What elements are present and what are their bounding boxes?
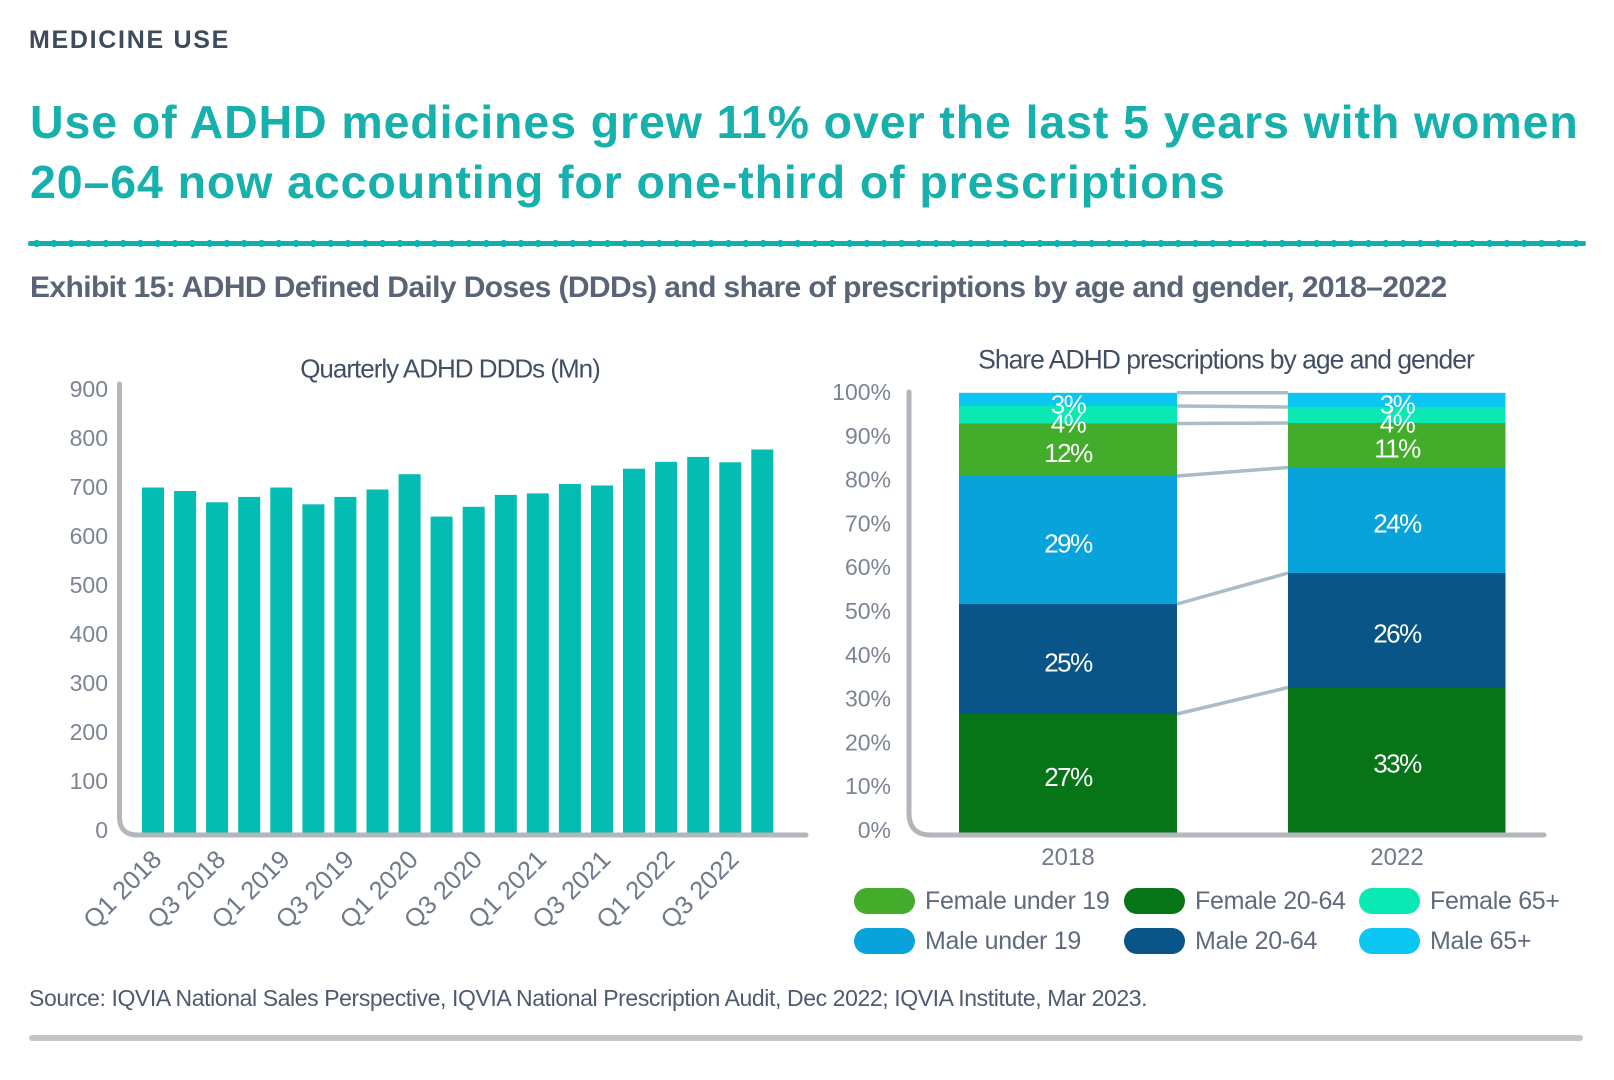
- svg-text:3%: 3%: [1380, 390, 1416, 420]
- svg-text:90%: 90%: [845, 423, 891, 449]
- svg-text:Male under 19: Male under 19: [925, 927, 1081, 955]
- svg-text:700: 700: [70, 474, 108, 500]
- svg-text:3%: 3%: [1051, 390, 1087, 420]
- svg-text:2018: 2018: [1041, 844, 1094, 871]
- svg-text:80%: 80%: [845, 467, 891, 493]
- svg-text:Male 20-64: Male 20-64: [1195, 927, 1317, 955]
- svg-text:50%: 50%: [845, 598, 891, 624]
- svg-text:Female under 19: Female under 19: [925, 887, 1110, 915]
- svg-text:12%: 12%: [1044, 438, 1093, 468]
- svg-text:300: 300: [70, 670, 108, 696]
- svg-text:20%: 20%: [845, 729, 891, 755]
- svg-text:2022: 2022: [1370, 844, 1423, 871]
- svg-text:400: 400: [70, 621, 108, 647]
- svg-text:4%: 4%: [1051, 409, 1087, 439]
- svg-text:60%: 60%: [845, 554, 891, 580]
- svg-text:Share ADHD prescriptions by ag: Share ADHD prescriptions by age and gend…: [978, 345, 1475, 375]
- svg-text:24%: 24%: [1373, 509, 1422, 539]
- svg-text:800: 800: [70, 425, 108, 451]
- svg-text:29%: 29%: [1044, 529, 1093, 559]
- svg-text:26%: 26%: [1373, 619, 1422, 649]
- svg-text:0: 0: [95, 817, 108, 843]
- svg-text:Quarterly ADHD DDDs (Mn): Quarterly ADHD DDDs (Mn): [300, 354, 600, 384]
- svg-text:500: 500: [70, 572, 108, 598]
- svg-text:40%: 40%: [845, 642, 891, 668]
- svg-text:33%: 33%: [1373, 749, 1422, 779]
- svg-text:Female 65+: Female 65+: [1430, 887, 1560, 915]
- svg-text:600: 600: [70, 523, 108, 549]
- svg-text:0%: 0%: [858, 817, 891, 843]
- svg-text:10%: 10%: [845, 773, 891, 799]
- svg-text:30%: 30%: [845, 686, 891, 712]
- svg-text:11%: 11%: [1374, 434, 1421, 464]
- svg-text:27%: 27%: [1044, 762, 1093, 792]
- svg-text:200: 200: [70, 719, 108, 745]
- svg-text:Male 65+: Male 65+: [1430, 927, 1531, 955]
- svg-text:900: 900: [70, 376, 108, 402]
- svg-text:70%: 70%: [845, 510, 891, 536]
- svg-text:Female 20-64: Female 20-64: [1195, 887, 1346, 915]
- svg-text:4%: 4%: [1380, 409, 1416, 439]
- svg-text:25%: 25%: [1044, 648, 1093, 678]
- svg-text:100%: 100%: [832, 379, 891, 405]
- svg-text:100: 100: [70, 768, 108, 794]
